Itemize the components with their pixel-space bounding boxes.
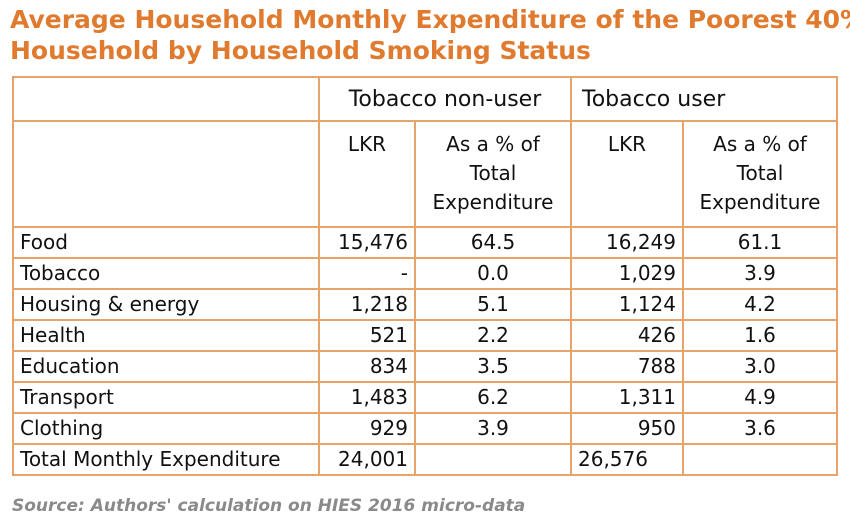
pct-header-line-2: Total <box>469 161 517 185</box>
row-label: Clothing <box>12 412 320 445</box>
group-header-row: Tobacco non-user Tobacco user <box>12 76 838 122</box>
user-pct-header: As a % of Total Expenditure <box>682 120 838 228</box>
user-pct-cell <box>682 443 838 476</box>
nonuser-pct-cell: 0.0 <box>414 257 572 290</box>
nonuser-pct-cell: 2.2 <box>414 319 572 352</box>
user-lkr-cell: 16,249 <box>570 226 684 259</box>
nonuser-lkr-cell: 24,001 <box>318 443 416 476</box>
user-pct-cell: 3.6 <box>682 412 838 445</box>
nonuser-pct-cell: 3.9 <box>414 412 572 445</box>
title-line-1: Average Household Monthly Expenditure of… <box>10 5 850 34</box>
nonuser-lkr-cell: 929 <box>318 412 416 445</box>
nonuser-lkr-cell: 1,218 <box>318 288 416 321</box>
row-label: Health <box>12 319 320 352</box>
nonuser-pct-cell: 3.5 <box>414 350 572 383</box>
row-label: Transport <box>12 381 320 414</box>
user-pct-cell: 3.0 <box>682 350 838 383</box>
nonuser-pct-header: As a % of Total Expenditure <box>414 120 572 228</box>
nonuser-lkr-cell: 1,483 <box>318 381 416 414</box>
title-line-2: Household by Household Smoking Status <box>10 36 591 65</box>
row-label: Housing & energy <box>12 288 320 321</box>
pct-header-line-1: As a % of <box>446 132 540 156</box>
row-label: Food <box>12 226 320 259</box>
nonuser-lkr-cell: 834 <box>318 350 416 383</box>
user-pct-cell: 4.2 <box>682 288 838 321</box>
group-header-user: Tobacco user <box>570 76 838 122</box>
source-note: Source: Authors' calculation on HIES 201… <box>12 496 526 516</box>
nonuser-pct-cell: 6.2 <box>414 381 572 414</box>
nonuser-pct-cell <box>414 443 572 476</box>
user-pct-cell: 1.6 <box>682 319 838 352</box>
user-lkr-header: LKR <box>570 120 684 228</box>
table-row: Tobacco - 0.0 1,029 3.9 <box>12 257 838 290</box>
nonuser-pct-cell: 5.1 <box>414 288 572 321</box>
table-row-total: Total Monthly Expenditure 24,001 26,576 <box>12 443 838 476</box>
pct-header-line-1: As a % of <box>713 132 807 156</box>
table-body: Food 15,476 64.5 16,249 61.1 Tobacco - 0… <box>12 226 838 476</box>
nonuser-pct-cell: 64.5 <box>414 226 572 259</box>
table-title: Average Household Monthly Expenditure of… <box>10 4 850 66</box>
table-row: Transport 1,483 6.2 1,311 4.9 <box>12 381 838 414</box>
user-pct-cell: 3.9 <box>682 257 838 290</box>
user-lkr-cell: 950 <box>570 412 684 445</box>
row-label: Education <box>12 350 320 383</box>
user-lkr-cell: 788 <box>570 350 684 383</box>
nonuser-lkr-header: LKR <box>318 120 416 228</box>
table-row: Housing & energy 1,218 5.1 1,124 4.2 <box>12 288 838 321</box>
table-row: Health 521 2.2 426 1.6 <box>12 319 838 352</box>
expenditure-table: Tobacco non-user Tobacco user LKR As a %… <box>12 76 838 476</box>
table-row: Clothing 929 3.9 950 3.6 <box>12 412 838 445</box>
table-row: Food 15,476 64.5 16,249 61.1 <box>12 226 838 259</box>
user-pct-cell: 4.9 <box>682 381 838 414</box>
empty-label-header <box>12 120 320 228</box>
pct-header-line-3: Expenditure <box>432 190 554 214</box>
user-lkr-cell: 1,124 <box>570 288 684 321</box>
user-lkr-cell: 1,311 <box>570 381 684 414</box>
pct-header-line-2: Total <box>736 161 784 185</box>
group-header-nonuser: Tobacco non-user <box>318 76 572 122</box>
user-lkr-cell: 26,576 <box>570 443 684 476</box>
nonuser-lkr-cell: 521 <box>318 319 416 352</box>
empty-corner-cell <box>12 76 320 122</box>
table-row: Education 834 3.5 788 3.0 <box>12 350 838 383</box>
pct-header-line-3: Expenditure <box>699 190 821 214</box>
nonuser-lkr-cell: - <box>318 257 416 290</box>
user-pct-cell: 61.1 <box>682 226 838 259</box>
user-lkr-cell: 426 <box>570 319 684 352</box>
user-lkr-cell: 1,029 <box>570 257 684 290</box>
row-label: Tobacco <box>12 257 320 290</box>
nonuser-lkr-cell: 15,476 <box>318 226 416 259</box>
sub-header-row: LKR As a % of Total Expenditure LKR As a… <box>12 120 838 228</box>
row-label: Total Monthly Expenditure <box>12 443 320 476</box>
